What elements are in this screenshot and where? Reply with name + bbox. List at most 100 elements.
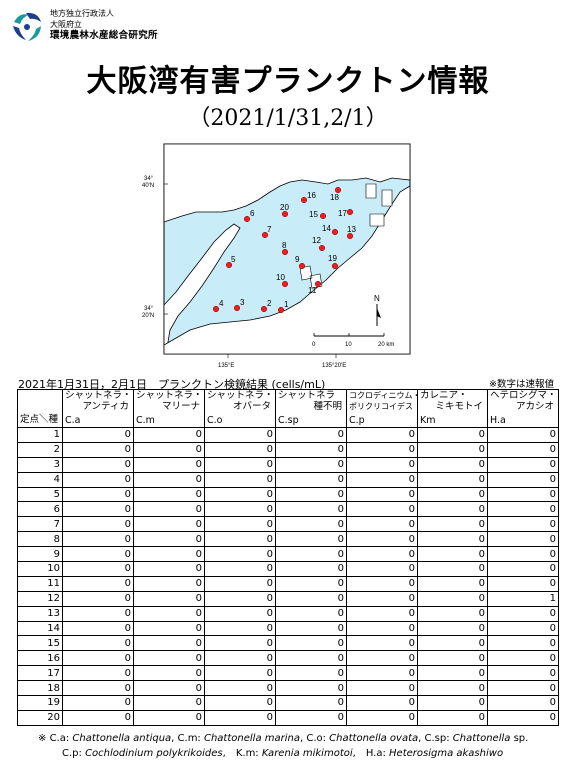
count-cell: 0 (204, 471, 276, 488)
north-label: N (374, 294, 380, 303)
station-14 (331, 228, 339, 236)
count-cell: 0 (346, 695, 418, 711)
col-header: シャットネラ 種不明 C.sp (275, 389, 347, 428)
results-caption: 2021年1月31日，2月1日 プランクトン検鏡結果 (cells/mL) (18, 378, 326, 391)
table-row: 18 0 0 0 0 0 0 0 (17, 680, 559, 697)
count-cell: 0 (417, 695, 488, 711)
count-cell: 0 (417, 486, 488, 503)
station-label: 6 (250, 209, 255, 218)
count-cell: 0 (487, 546, 559, 563)
count-cell: 0 (417, 456, 488, 473)
count-cell: 0 (346, 709, 418, 726)
station-label: 18 (330, 193, 339, 202)
count-cell: 0 (417, 471, 488, 488)
count-cell: 0 (204, 516, 276, 533)
table-row: 14 0 0 0 0 0 0 0 (17, 620, 559, 637)
table-row: 19 0 0 0 0 0 0 0 (17, 695, 559, 711)
count-cell: 0 (204, 501, 276, 518)
count-cell: 0 (62, 456, 134, 473)
count-cell: 0 (417, 561, 488, 577)
count-cell: 0 (487, 486, 559, 503)
count-cell: 0 (275, 546, 347, 563)
col-name-line1: シャットネラ・ (136, 390, 203, 401)
count-cell: 0 (62, 695, 134, 711)
station-label: 5 (231, 255, 236, 264)
scale-bar: 0 10 20 km (312, 333, 394, 348)
station-label: 19 (328, 254, 337, 263)
count-cell: 0 (487, 605, 559, 622)
col-abbr: Km (420, 415, 436, 426)
count-cell: 0 (133, 605, 205, 622)
station-6 (243, 215, 251, 223)
station-number-cell: 19 (17, 695, 63, 711)
count-cell: 0 (133, 680, 205, 697)
count-cell: 0 (275, 709, 347, 726)
count-cell: 0 (346, 516, 418, 533)
station-number-cell: 3 (17, 456, 63, 473)
count-cell: 0 (62, 680, 134, 697)
station-number-cell: 6 (17, 501, 63, 518)
station-number-cell: 10 (17, 561, 63, 577)
lat-top-deg: 34° (144, 176, 154, 182)
footnote-sep: , (299, 733, 307, 744)
count-cell: 0 (133, 441, 205, 458)
col-name-line1: カレニア・ (420, 390, 468, 401)
station-3 (233, 304, 241, 312)
station-number-cell: 1 (17, 427, 63, 443)
plankton-count-table: 定点＼種 シャットネラ・ アンティカ C.a シャットネラ・ マリーナ C.m シャット… (17, 389, 559, 726)
footnote-species: Chattonella antiqua (72, 733, 172, 744)
footnote-abbr: C.p: (62, 748, 86, 759)
count-cell: 0 (417, 501, 488, 518)
count-cell: 0 (346, 665, 418, 682)
count-cell: 0 (275, 516, 347, 533)
land-awaji (163, 223, 241, 355)
count-cell: 0 (133, 695, 205, 711)
col-abbr: C.o (207, 415, 223, 426)
col-header: ヘテロシグマ・ アカシオ H.a (487, 389, 559, 428)
count-cell: 0 (346, 546, 418, 563)
col-abbr: C.a (65, 415, 81, 426)
species-footnote: ※ C.a: Chattonella antiqua, C.m: Chatton… (38, 731, 528, 761)
footnote-sep: , (222, 748, 236, 759)
count-cell: 0 (417, 620, 488, 637)
table-row: 11 0 0 0 0 0 0 0 (17, 575, 559, 592)
station-label: 20 (280, 203, 289, 212)
count-cell: 0 (204, 635, 276, 652)
count-cell: 0 (417, 590, 488, 607)
table-row: 13 0 0 0 0 0 0 0 (17, 605, 559, 622)
station-label: 14 (322, 224, 331, 233)
count-cell: 0 (62, 650, 134, 667)
count-cell: 0 (417, 441, 488, 458)
count-cell: 0 (346, 605, 418, 622)
table-row: 17 0 0 0 0 0 0 0 (17, 665, 559, 682)
count-cell: 0 (417, 427, 488, 443)
station-label: 9 (295, 255, 300, 264)
count-cell: 0 (346, 471, 418, 488)
count-cell: 0 (133, 456, 205, 473)
count-cell: 0 (346, 590, 418, 607)
count-cell: 0 (62, 427, 134, 443)
station-label: 8 (282, 241, 287, 250)
station-19 (331, 262, 339, 270)
station-label: 7 (267, 225, 272, 234)
count-cell: 0 (487, 561, 559, 577)
count-cell: 0 (346, 561, 418, 577)
station-number-cell: 8 (17, 531, 63, 548)
count-cell: 0 (133, 590, 205, 607)
table-row: 15 0 0 0 0 0 0 0 (17, 635, 559, 652)
count-cell: 0 (204, 486, 276, 503)
count-cell: 0 (346, 620, 418, 637)
station-16 (300, 196, 308, 204)
count-cell: 0 (62, 620, 134, 637)
count-cell: 0 (204, 531, 276, 548)
count-cell: 0 (133, 501, 205, 518)
col-header: シャットネラ・ マリーナ C.m (133, 389, 205, 428)
station-label: 16 (307, 191, 316, 200)
station-markers (212, 186, 354, 314)
station-13 (346, 232, 354, 240)
